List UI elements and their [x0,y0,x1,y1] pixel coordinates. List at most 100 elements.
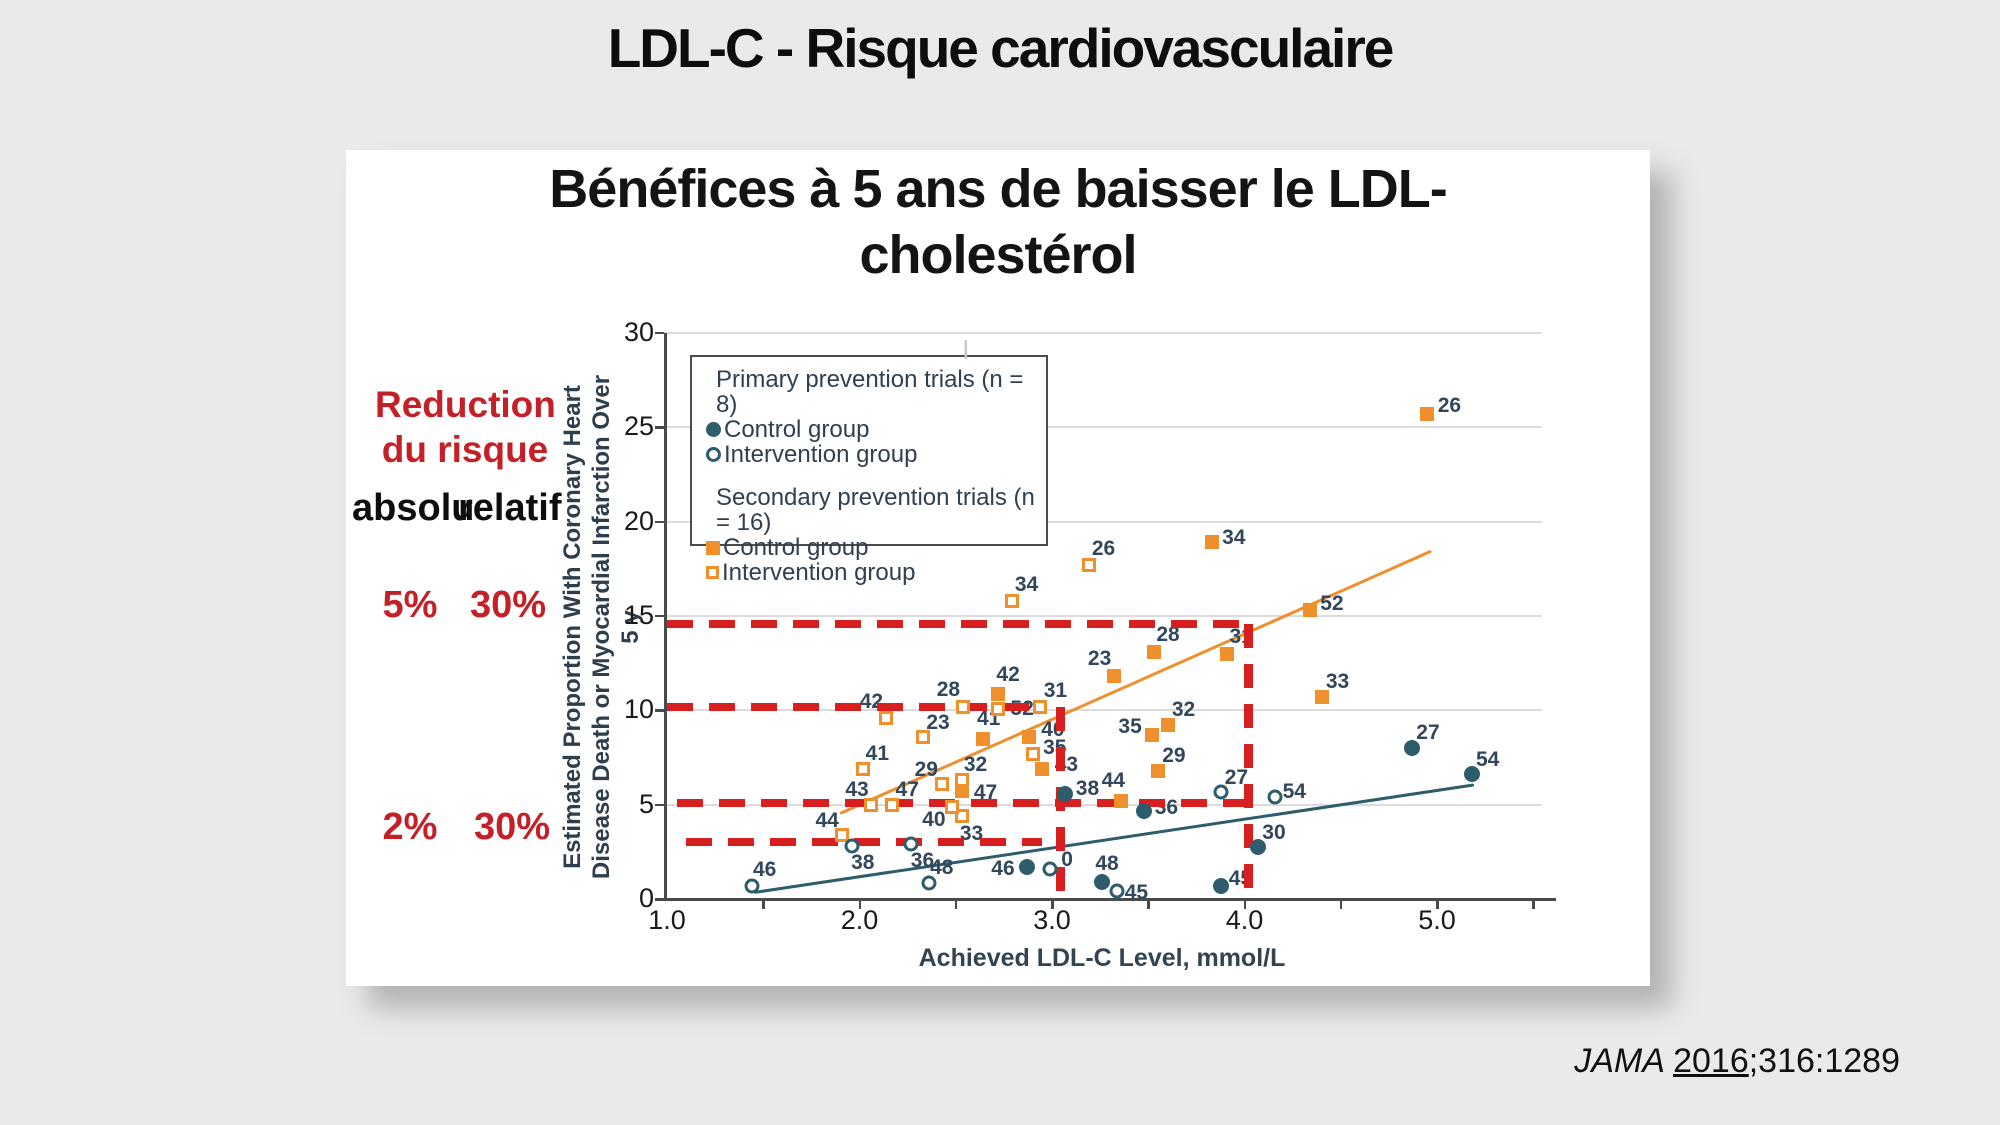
open-circle-icon [706,447,721,462]
legend-item-label: Control group [724,416,870,443]
data-point-primary-control-54 [1463,766,1480,783]
data-point-label-primary-intervention-38: 38 [851,851,875,875]
y-tick-15 [655,614,664,618]
chart-legend: Primary prevention trials (n = 8) Contro… [690,355,1048,585]
data-point-label-secondary-control-29: 29 [1162,743,1186,767]
x-tick-label-2.0: 2.0 [840,905,879,935]
data-point-label-secondary-intervention-44: 44 [815,808,839,832]
chart-title: Bénéfices à 5 ans de baisser le LDL- cho… [346,156,1650,288]
y-tick-label-5: 5 [638,788,654,819]
data-point-label-primary-intervention-46: 46 [753,857,777,881]
legend-primary-header: Primary prevention trials (n = 8) [716,366,1024,418]
data-point-primary-intervention-46 [744,878,760,894]
y-tick-label-30: 30 [623,316,654,347]
red-dashed-hline-10.15 [667,703,1043,712]
red-dashed-vline-4.02 [1244,623,1254,894]
filled-circle-icon [706,422,721,437]
data-point-label-primary-intervention-48: 48 [930,855,954,879]
gridline-y-30 [664,331,1542,334]
data-point-secondary-intervention-44 [835,827,850,842]
slide-title: LDL-C - Risque cardiovasculaire [607,17,1395,79]
data-point-secondary-intervention-32 [954,773,969,788]
legend-item-label: Control group [723,534,869,561]
risk-heading-line1: Reduction [375,384,556,425]
x-tick-2 [858,900,861,909]
data-point-secondary-control-44 [1114,793,1129,808]
citation-suffix: ;316:1289 [1748,1042,1900,1080]
data-point-label-primary-control-54: 54 [1475,748,1500,772]
red-dashed-hline-14.6 [667,619,1249,628]
legend-item-label: Intervention group [722,559,916,586]
data-point-label-primary-control-38: 38 [1075,777,1100,801]
data-point-label-secondary-intervention-47: 47 [895,777,919,801]
y-tick-10 [655,709,664,712]
data-point-primary-intervention-48 [921,875,937,891]
data-point-label-secondary-intervention-28: 28 [936,677,961,701]
data-point-primary-control-30 [1249,839,1266,856]
citation: JAMA 2016;316:1289 [1480,1042,1900,1081]
x-tick-label-1.0: 1.0 [648,905,686,935]
data-point-secondary-control-26 [1420,407,1435,422]
gridline-y-15 [664,614,1542,617]
x-tick-5 [1436,900,1439,909]
data-point-primary-intervention-45 [1109,883,1125,899]
x-tick-5.5 [1532,900,1535,909]
data-point-secondary-control-52 [1302,603,1317,618]
citation-year: 2016 [1673,1042,1749,1080]
y-tick-20 [655,520,664,524]
data-point-label-secondary-intervention-41: 41 [865,741,890,765]
gridline-y-20 [664,520,1542,523]
data-point-label-primary-intervention-27: 27 [1224,766,1249,790]
data-point-label-secondary-intervention-32: 32 [963,753,988,777]
data-point-primary-control-48 [1094,874,1111,891]
legend-item-secondary-intervention: Intervention group [706,560,1046,585]
data-point-secondary-control-47 [954,784,969,799]
data-point-label-secondary-control-23: 23 [1087,647,1112,671]
data-point-primary-intervention-27 [1213,784,1229,800]
data-point-label-primary-control-46: 46 [991,856,1015,880]
x-tick-2.5 [954,900,958,909]
red-dashed-hline-5.1 [676,798,1249,807]
data-point-label-primary-intervention-45: 45 [1124,881,1149,905]
data-point-secondary-control-41 [975,731,990,746]
legend-item-label: Intervention group [724,441,918,468]
data-point-secondary-control-34 [1204,535,1219,550]
data-point-label-secondary-intervention-40: 40 [922,807,946,831]
y-tick-5 [655,803,664,807]
risk-row2-absolu: 2% [382,806,438,848]
data-point-label-secondary-control-28: 28 [1156,622,1180,646]
data-point-secondary-control-40 [1021,729,1036,744]
legend-item-primary-control: Control group [706,417,1046,442]
y-axis-title: Estimated Proportion With Coronary Heart… [558,367,644,887]
legend-secondary-header: Secondary prevention trials (n = 16) [716,484,1035,536]
chart-title-line2: cholestérol [859,225,1137,285]
data-point-secondary-control-28 [1147,644,1162,659]
data-point-secondary-intervention-42 [879,710,894,725]
y-tick-label-10: 10 [623,694,654,725]
legend-item-secondary-control: Control group [706,535,1046,560]
x-tick-label-5.0: 5.0 [1418,905,1456,935]
data-point-label-secondary-control-26: 26 [1437,394,1462,418]
x-tick-4.5 [1339,900,1343,909]
data-point-secondary-intervention-31 [1033,699,1048,714]
data-point-label-secondary-control-44: 44 [1101,768,1125,792]
data-point-secondary-control-35 [1145,727,1160,742]
data-point-primary-control-27 [1403,740,1420,757]
data-point-label-primary-control-27: 27 [1416,721,1440,745]
x-axis-line [664,898,1556,901]
risk-row1-absolu: 5% [382,584,438,626]
text-cursor-artifact: I [962,336,970,366]
gridline-y-25 [664,426,1542,429]
data-point-label-secondary-intervention-26: 26 [1091,537,1116,561]
column-header-relatif: relatif [458,487,562,529]
data-point-label-secondary-control-47: 47 [973,781,998,805]
data-point-label-primary-control-30: 30 [1262,821,1286,845]
data-point-secondary-intervention-28 [956,699,971,714]
y-tick-30 [655,331,664,335]
x-axis-title: Achieved LDL-C Level, mmol/L [918,944,1286,972]
data-point-label-secondary-intervention-34: 34 [1014,572,1039,596]
data-point-secondary-intervention-35 [1025,746,1040,761]
data-point-label-secondary-control-34: 34 [1222,526,1246,550]
data-point-primary-control-38 [1057,786,1074,803]
y-axis-line [664,333,667,900]
